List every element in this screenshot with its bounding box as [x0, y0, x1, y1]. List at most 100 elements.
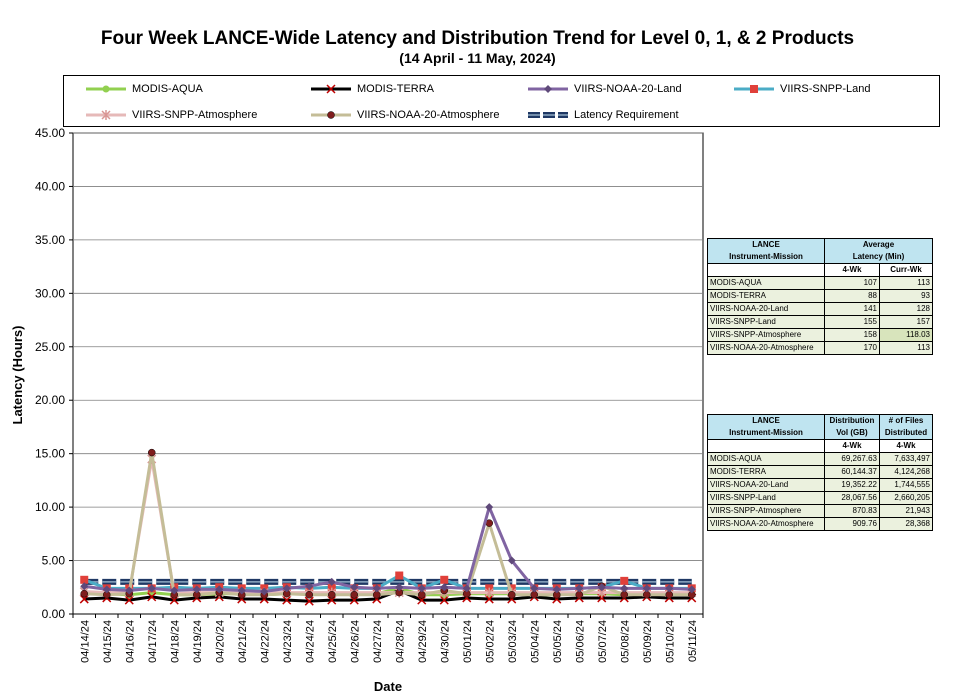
table-cell: 88	[824, 289, 880, 303]
data-point-viirs-snpp-land	[395, 571, 404, 580]
table-cell: 28,368	[879, 517, 933, 531]
table-row: VIIRS-SNPP-Land 155 157	[707, 315, 933, 329]
header-line: Distributed	[884, 428, 928, 437]
table-cell: 113	[879, 341, 933, 355]
data-point-viirs-noaa-20-land	[147, 584, 156, 593]
x-tick-label: 04/19/24	[192, 620, 204, 663]
data-point-viirs-noaa-20-land	[395, 583, 404, 592]
data-point-viirs-noaa-20-land	[192, 585, 201, 594]
header-line: Vol (GB)	[836, 428, 868, 437]
y-tick-label: 45.00	[35, 126, 65, 140]
legend-label: VIIRS-NOAA-20-Land	[574, 83, 682, 95]
table-row: VIIRS-NOAA-20-Land 19,352.22 1,744,555	[707, 478, 933, 492]
table-cell: MODIS-AQUA	[707, 452, 825, 466]
data-point-viirs-noaa-20-land	[485, 503, 494, 512]
table-cell: 118.03	[879, 328, 933, 342]
data-point-viirs-noaa-20-land	[305, 582, 314, 591]
data-point-viirs-noaa-20-land	[215, 585, 224, 594]
table-row: VIIRS-NOAA-20-Land 141 128	[707, 302, 933, 316]
data-point-viirs-noaa-20-atmosphere	[508, 591, 516, 599]
data-point-modis-terra	[484, 594, 494, 604]
data-point-viirs-noaa-20-land	[372, 584, 381, 593]
data-point-viirs-snpp-land	[620, 576, 629, 585]
y-tick-label: 40.00	[35, 179, 65, 193]
x-tick-label: 05/02/24	[484, 620, 496, 663]
y-tick-label: 5.00	[42, 554, 66, 568]
header-line: Instrument-Mission	[729, 252, 803, 261]
y-tick-label: 25.00	[35, 340, 65, 354]
table-cell: 4,124,268	[879, 465, 933, 479]
table-cell: 107	[824, 276, 880, 290]
y-tick-label: 15.00	[35, 447, 65, 461]
x-tick-label: 05/04/24	[529, 620, 541, 663]
table-cell: 69,267.63	[824, 452, 880, 466]
x-axis-label: Date	[374, 679, 402, 694]
distribution-table-header: LANCE Instrument-Mission	[707, 414, 825, 440]
x-tick-label: 04/28/24	[394, 620, 406, 663]
x-tick-label: 04/24/24	[304, 620, 316, 663]
table-cell: VIIRS-SNPP-Land	[707, 315, 825, 329]
data-point-viirs-noaa-20-land	[687, 585, 696, 594]
data-point-viirs-noaa-20-land	[417, 584, 426, 593]
x-tick-label: 04/27/24	[372, 620, 384, 663]
table-cell: MODIS-AQUA	[707, 276, 825, 290]
data-point-viirs-noaa-20-land	[327, 577, 336, 586]
header-line: Distribution	[829, 416, 875, 425]
table-subheader: 4-Wk	[879, 439, 933, 453]
x-tick-label: 04/14/24	[79, 620, 91, 663]
legend-swatch-icon	[86, 110, 126, 120]
data-point-modis-terra	[439, 595, 449, 605]
header-line: Latency (Min)	[852, 252, 905, 261]
x-tick-label: 04/15/24	[102, 620, 114, 663]
x-tick-label: 05/05/24	[552, 620, 564, 663]
y-axis-label: Latency (Hours)	[10, 326, 25, 425]
data-point-viirs-noaa-20-atmosphere	[305, 591, 313, 599]
chart-subtitle: (14 April - 11 May, 2024)	[399, 50, 556, 66]
chart-legend: MODIS-AQUA MODIS-TERRA VIIRS-NOAA-20-Lan…	[63, 75, 940, 127]
table-cell: VIIRS-SNPP-Land	[707, 491, 825, 505]
table-row: MODIS-TERRA 88 93	[707, 289, 933, 303]
data-point-viirs-noaa-20-land	[350, 583, 359, 592]
x-tick-label: 05/09/24	[642, 620, 654, 663]
plot-area	[72, 132, 704, 615]
data-point-viirs-noaa-20-land	[575, 584, 584, 593]
table-cell: 157	[879, 315, 933, 329]
data-point-modis-terra	[282, 595, 292, 605]
table-row: MODIS-AQUA 107 113	[707, 276, 933, 290]
distribution-table-header: Distribution Vol (GB)	[824, 414, 880, 440]
table-row: MODIS-AQUA 69,267.63 7,633,497	[707, 452, 933, 466]
distribution-table: LANCE Instrument-Mission Distribution Vo…	[707, 414, 933, 531]
x-tick-label: 04/22/24	[259, 620, 271, 663]
table-cell: 21,943	[879, 504, 933, 518]
table-cell: VIIRS-SNPP-Atmosphere	[707, 504, 825, 518]
table-cell: 60,144.37	[824, 465, 880, 479]
data-point-viirs-snpp-land	[440, 575, 449, 584]
data-point-modis-terra	[147, 592, 157, 602]
x-tick-label: 04/29/24	[417, 620, 429, 663]
data-point-viirs-noaa-20-land	[530, 584, 539, 593]
x-tick-label: 05/11/24	[687, 620, 699, 662]
table-cell: 128	[879, 302, 933, 316]
x-tick-label: 04/20/24	[214, 620, 226, 663]
table-cell: 2,660,205	[879, 491, 933, 505]
data-point-viirs-noaa-20-land	[102, 585, 111, 594]
table-cell: VIIRS-NOAA-20-Atmosphere	[707, 517, 825, 531]
distribution-table-header: # of Files Distributed	[879, 414, 933, 440]
x-tick-label: 05/03/24	[507, 620, 519, 663]
y-tick-label: 30.00	[35, 286, 65, 300]
legend-label: VIIRS-SNPP-Atmosphere	[132, 109, 258, 121]
table-cell: 113	[879, 276, 933, 290]
data-point-viirs-noaa-20-atmosphere	[328, 591, 336, 599]
legend-label: VIIRS-SNPP-Land	[780, 83, 871, 95]
series-line-viirs-noaa-20-land	[84, 505, 692, 594]
table-cell: VIIRS-NOAA-20-Land	[707, 302, 825, 316]
header-line: LANCE	[752, 240, 780, 249]
table-cell: 19,352.22	[824, 478, 880, 492]
table-subheader: 4-Wk	[824, 263, 880, 277]
data-point-modis-terra	[304, 596, 314, 606]
legend-label: MODIS-AQUA	[132, 83, 203, 95]
legend-swatch-icon	[528, 112, 568, 118]
table-cell: 170	[824, 341, 880, 355]
header-line: LANCE	[752, 416, 780, 425]
table-subheader: Curr-Wk	[879, 263, 933, 277]
